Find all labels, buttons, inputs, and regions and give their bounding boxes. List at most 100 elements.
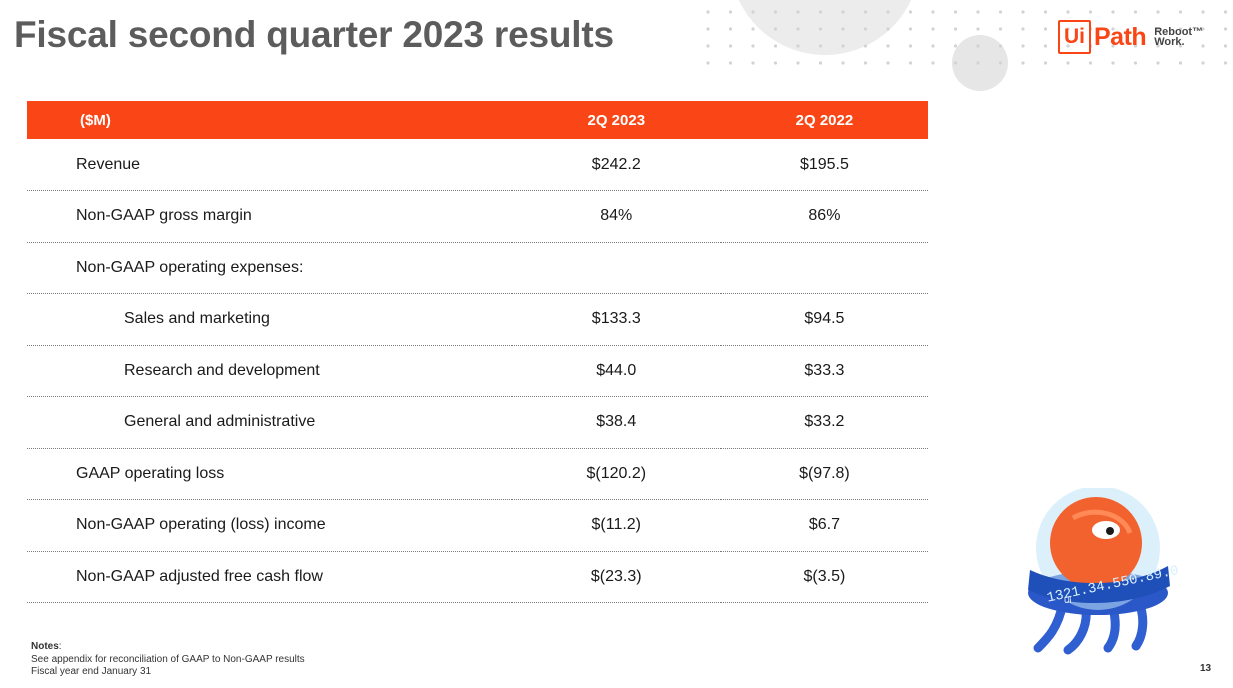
decorative-dot (953, 44, 958, 48)
decorative-dot (886, 44, 890, 48)
decorative-dot (1201, 61, 1205, 65)
decorative-dot (706, 44, 710, 48)
decorative-dot (773, 27, 778, 31)
decorative-dot (1133, 27, 1138, 31)
decorative-dot (1111, 44, 1115, 48)
decorative-dot (1178, 44, 1183, 48)
decorative-dot (908, 61, 913, 65)
decorative-dot (1088, 61, 1093, 65)
decorative-dot (863, 10, 868, 14)
decorative-dot (1223, 10, 1228, 14)
decorative-dot (1066, 61, 1070, 65)
row-value-2q-2023 (512, 242, 721, 294)
notes-line-1: See appendix for reconciliation of GAAP … (31, 653, 305, 665)
decorative-dot (1133, 44, 1138, 48)
table-row: Non-GAAP operating expenses: (27, 242, 928, 294)
decorative-dot (976, 61, 980, 65)
row-label: Non-GAAP gross margin (76, 207, 252, 225)
decorative-dot (796, 27, 800, 31)
decorative-dot (728, 61, 733, 65)
decorative-dot (728, 10, 733, 14)
decorative-dot (953, 61, 958, 65)
decorative-dot-pattern (706, 0, 1228, 91)
table-row: Non-GAAP operating (loss) income $(11.2)… (27, 500, 928, 551)
header-2q-2023: 2Q 2023 (587, 111, 646, 129)
decorative-dot (1201, 27, 1205, 31)
decorative-dot (1021, 61, 1025, 65)
uipath-logo: Ui Path Reboot™ Work. (1058, 18, 1204, 56)
decorative-dot (953, 10, 958, 14)
decorative-dot (751, 10, 755, 14)
decorative-dot (1066, 10, 1070, 14)
row-label: General and administrative (124, 413, 316, 431)
table-row: Non-GAAP gross margin 84% 86% (27, 191, 928, 242)
row-value-2q-2022: $195.5 (799, 155, 849, 173)
row-value-2q-2023: $(23.3) (590, 567, 642, 585)
decorative-dot (818, 61, 823, 65)
logo-tagline-line1: Reboot™ (1154, 26, 1204, 38)
decorative-dot (886, 27, 890, 31)
decorative-dot (751, 61, 755, 65)
decorative-dot (1111, 27, 1115, 31)
decorative-dot (818, 44, 823, 48)
decorative-dot (1133, 10, 1138, 14)
results-table: ($M) 2Q 2023 2Q 2022 Revenue $242.2 $195… (27, 101, 928, 603)
decorative-dot (863, 44, 868, 48)
decorative-dot (1223, 27, 1228, 31)
decorative-dot (1021, 27, 1025, 31)
row-label: Research and development (124, 361, 320, 379)
decorative-dot (818, 27, 823, 31)
decorative-dot (841, 44, 845, 48)
decorative-dot (751, 44, 755, 48)
decorative-dot (998, 44, 1003, 48)
decorative-dot (1178, 27, 1183, 31)
decorative-dot (1021, 44, 1025, 48)
table-row: GAAP operating loss $(120.2) $(97.8) (27, 448, 928, 500)
decorative-dot (1043, 44, 1048, 48)
row-value-2q-2022: $33.2 (804, 413, 845, 431)
decorative-dot (1043, 27, 1048, 31)
decorative-dot (1111, 61, 1115, 65)
decorative-dot (706, 61, 710, 65)
decorative-dot (953, 27, 958, 31)
row-value-2q-2023: $38.4 (596, 413, 637, 431)
slide-title: Fiscal second quarter 2023 results (14, 14, 614, 55)
row-value-2q-2022: $6.7 (808, 516, 840, 534)
decorative-dot (1133, 61, 1138, 65)
decorative-dot (841, 10, 845, 14)
decorative-dot (1178, 10, 1183, 14)
decorative-dot (908, 27, 913, 31)
decorative-dot (1201, 10, 1205, 14)
robot-mascot-illustration: 1321.34.550.89.0 Ui (1028, 488, 1178, 655)
decorative-dot (886, 10, 890, 14)
decorative-dot (931, 44, 935, 48)
row-value-2q-2023: $242.2 (591, 155, 641, 173)
decorative-dot (1088, 10, 1093, 14)
row-label: Non-GAAP adjusted free cash flow (76, 567, 323, 585)
logo-ui-box: Ui (1058, 20, 1091, 54)
notes-line-2: Fiscal year end January 31 (31, 666, 152, 677)
decorative-dot (1066, 44, 1070, 48)
decorative-dot (1223, 61, 1228, 65)
row-value-2q-2022: 86% (808, 207, 841, 225)
row-value-2q-2023: $133.3 (591, 310, 641, 328)
decorative-dot (706, 10, 710, 14)
decorative-dot (706, 27, 710, 31)
decorative-dot (796, 10, 800, 14)
decorative-dot (1043, 10, 1048, 14)
mascot-badge-text: Ui (1064, 596, 1072, 605)
header-units: ($M) (80, 111, 111, 129)
row-value-2q-2022: $33.3 (804, 361, 845, 379)
logo-tagline-line2: Work. (1154, 36, 1185, 48)
row-value-2q-2022: $(3.5) (803, 567, 846, 585)
decorative-dot (1178, 61, 1183, 65)
logo-tagline: Reboot™ Work. (1154, 26, 1204, 48)
decorative-dot (1156, 44, 1160, 48)
decorative-dot (841, 27, 845, 31)
decorative-dot (976, 27, 980, 31)
decorative-dot (728, 44, 733, 48)
decorative-dot (751, 27, 755, 31)
table-row: Non-GAAP adjusted free cash flow $(23.3)… (27, 551, 928, 603)
row-label: Non-GAAP operating expenses: (76, 258, 304, 276)
row-value-2q-2023: $(120.2) (586, 464, 647, 482)
